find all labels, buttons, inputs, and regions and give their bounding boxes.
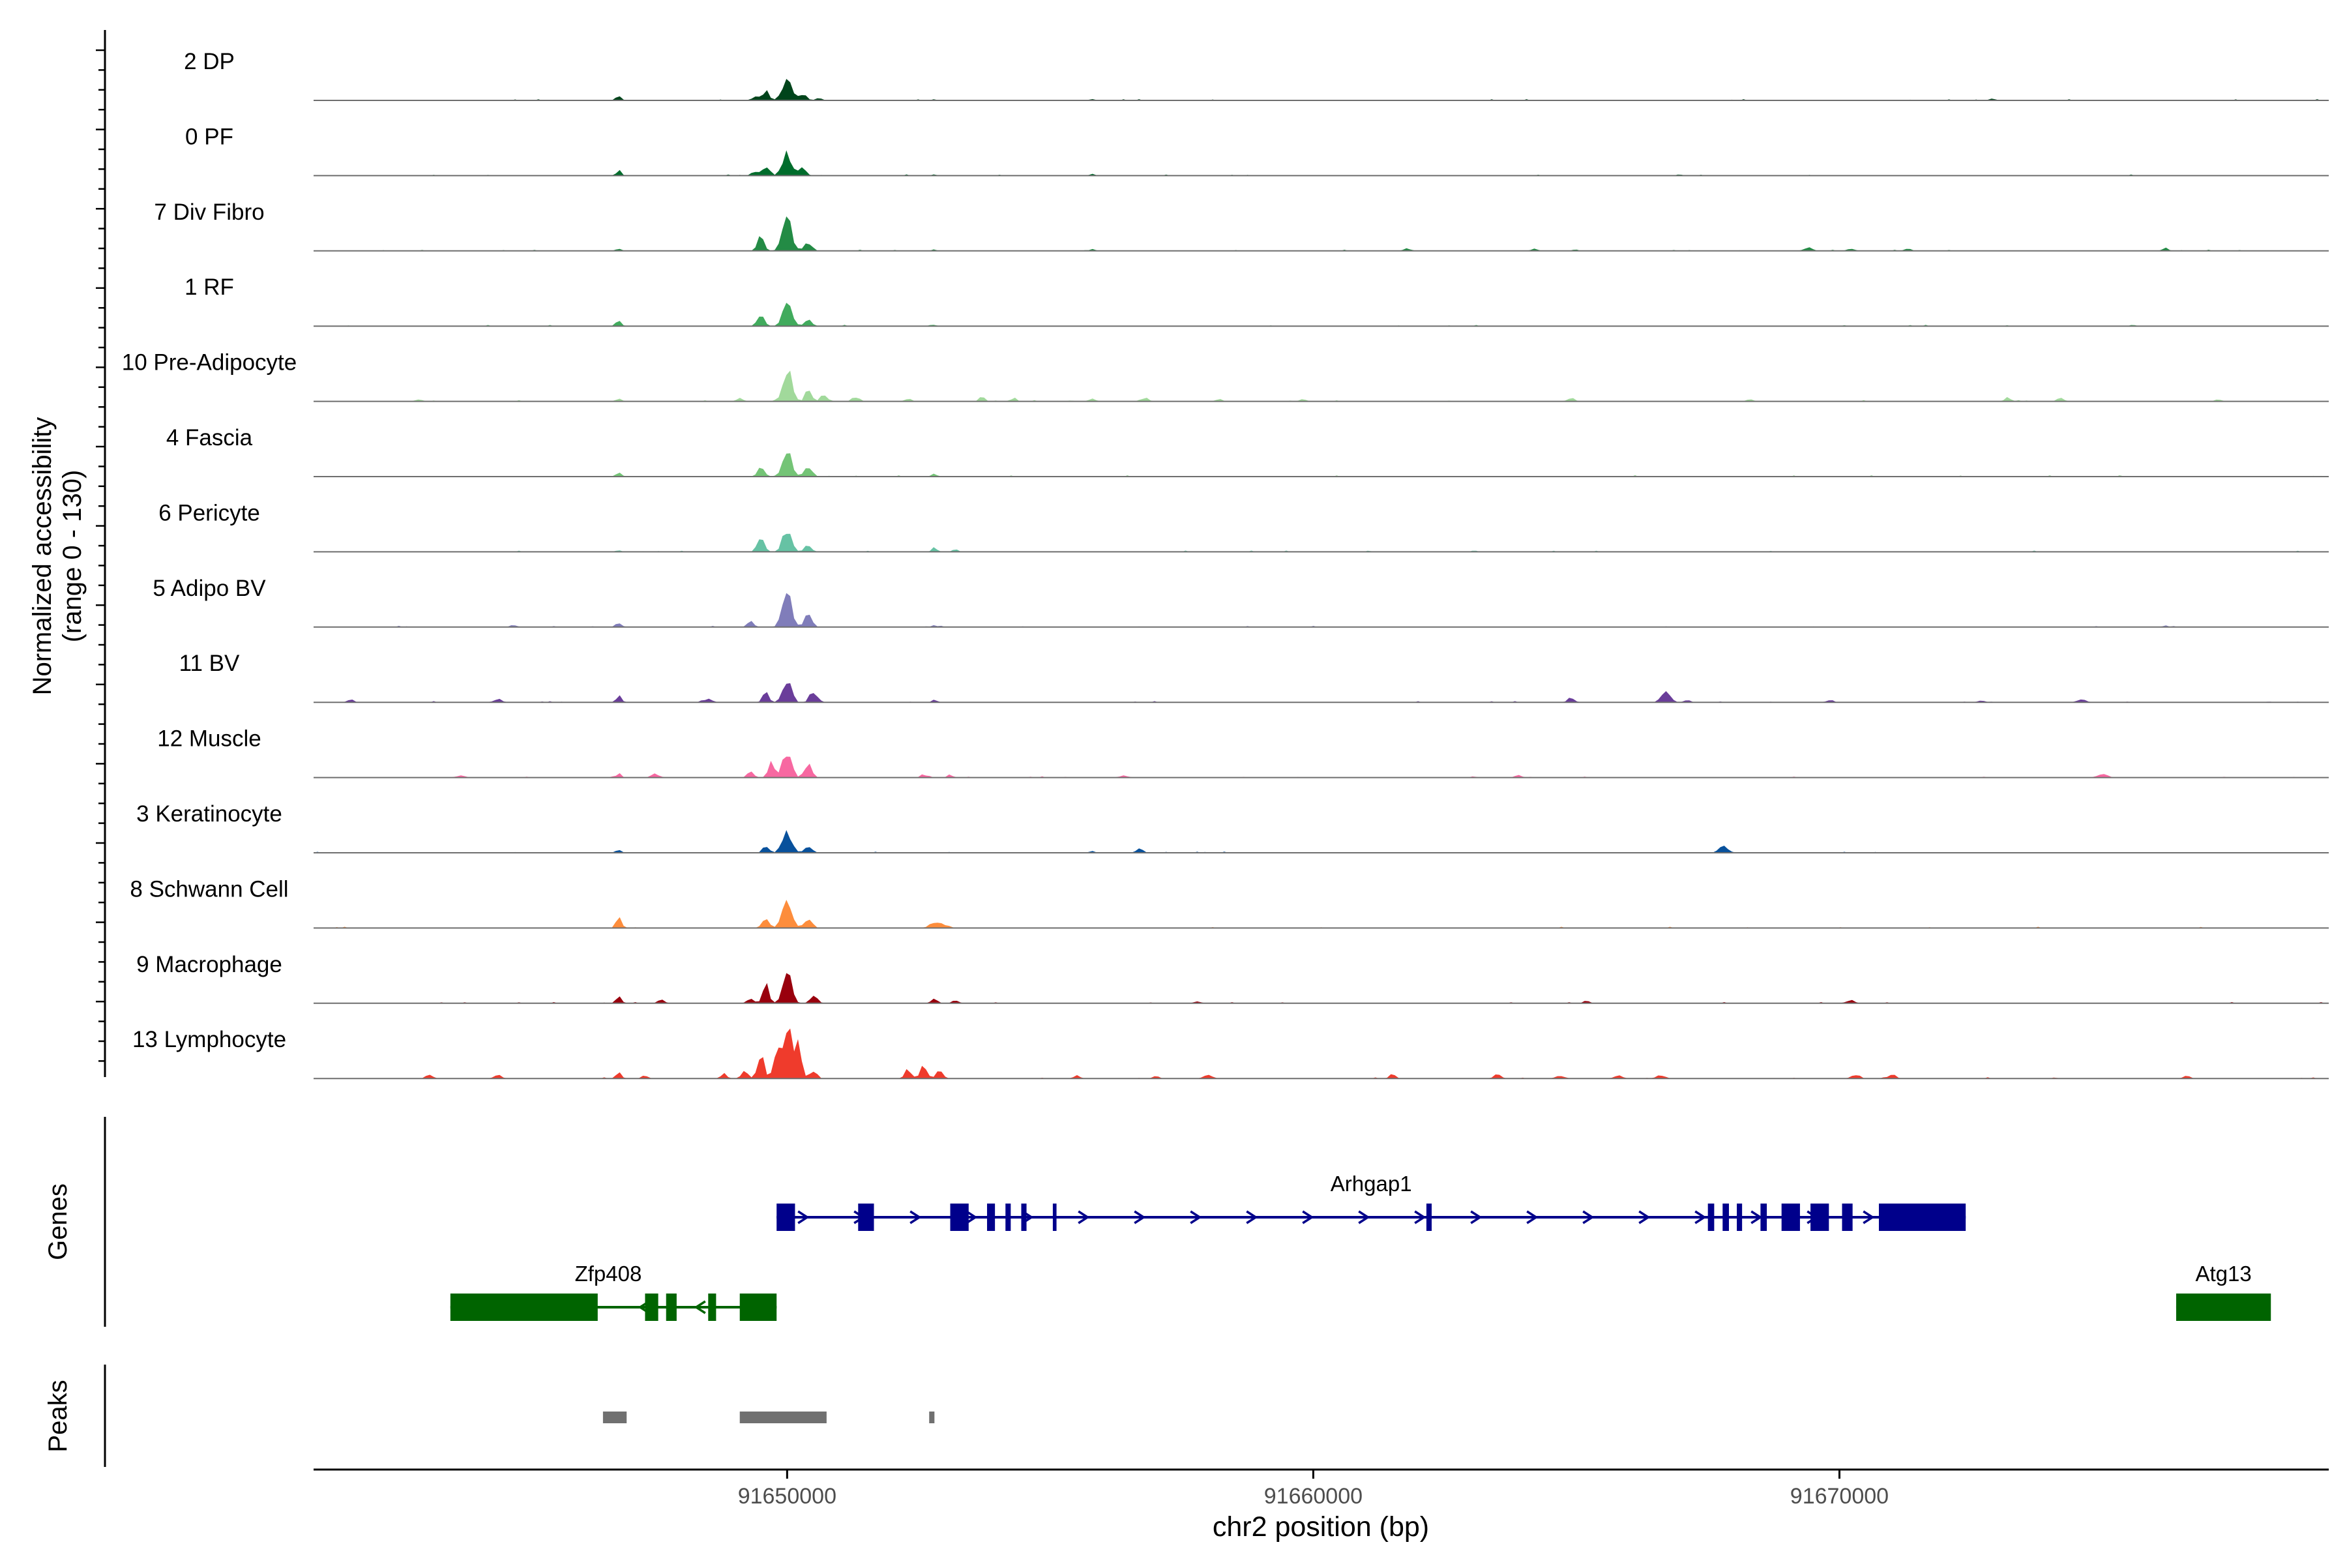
strand-arrow	[1078, 1210, 1090, 1224]
y-axis-label: Normalized accessibility (range 0 - 130)	[28, 417, 87, 696]
gene-exon	[950, 1204, 969, 1231]
strand-arrow	[1302, 1210, 1314, 1224]
gene-label: Arhgap1	[1331, 1172, 1412, 1196]
strand-arrow	[1190, 1210, 1202, 1224]
gene-exon	[739, 1294, 777, 1321]
strand-arrow	[1750, 1210, 1763, 1224]
gene-exon	[1426, 1204, 1432, 1231]
gene-exon	[645, 1294, 658, 1321]
strand-arrow	[1638, 1210, 1651, 1224]
track-label: 1 RF	[185, 274, 234, 300]
gene-arhgap1: Arhgap1	[776, 1172, 1966, 1231]
strand-arrow	[797, 1210, 810, 1224]
peak-region	[929, 1412, 935, 1423]
gene-exon	[450, 1294, 598, 1321]
peak-region	[602, 1412, 627, 1423]
track-label: 3 Keratinocyte	[136, 801, 282, 827]
track-label: 9 Macrophage	[136, 952, 282, 977]
track-10-pre-adipocyte: 10 Pre-Adipocyte	[122, 350, 2329, 402]
strand-arrow	[1694, 1210, 1707, 1224]
track-1-rf: 1 RF	[185, 274, 2329, 327]
track-label: 4 Fascia	[166, 425, 253, 451]
coverage-y-ticks	[96, 49, 105, 1062]
track-6-pericyte: 6 Pericyte	[158, 500, 2329, 553]
strand-arrow	[1134, 1210, 1146, 1224]
gene-exon	[1810, 1204, 1829, 1231]
gene-exon	[666, 1294, 677, 1321]
gene-label: Atg13	[2195, 1262, 2251, 1286]
x-tick-label: 91650000	[738, 1484, 836, 1509]
gene-label: Zfp408	[575, 1262, 642, 1286]
track-12-muscle: 12 Muscle	[157, 726, 2329, 778]
gene-zfp408: Zfp408	[450, 1262, 777, 1321]
gene-exon	[1722, 1204, 1729, 1231]
gene-exon	[1781, 1204, 1800, 1231]
track-8-schwann-cell: 8 Schwann Cell	[130, 876, 2329, 929]
gene-exon	[1878, 1204, 1966, 1231]
y-axis-label-line2: (range 0 - 130)	[58, 470, 87, 643]
strand-arrow	[694, 1300, 706, 1314]
gene-exon	[776, 1204, 795, 1231]
x-tick-label: 91670000	[1790, 1484, 1889, 1509]
strand-arrow	[1414, 1210, 1426, 1224]
track-label: 7 Div Fibro	[154, 200, 264, 225]
strand-arrow	[909, 1210, 922, 1224]
strand-arrow	[1358, 1210, 1370, 1224]
track-label: 2 DP	[184, 49, 235, 74]
track-9-macrophage: 9 Macrophage	[136, 952, 2329, 1004]
strand-arrow	[1863, 1210, 1875, 1224]
gene-exon	[708, 1294, 716, 1321]
coverage-tracks: 2 DP 0 PF 7 Div Fibro 1 RF 10 Pre-Adipocyte 4…	[122, 49, 2329, 1080]
track-label: 0 PF	[185, 124, 233, 149]
gene-exon	[2176, 1294, 2271, 1321]
track-11-bv: 11 BV	[179, 651, 2329, 703]
track-3-keratinocyte: 3 Keratinocyte	[136, 801, 2329, 853]
track-label: 10 Pre-Adipocyte	[122, 350, 297, 376]
track-label: 8 Schwann Cell	[130, 876, 288, 902]
track-13-lymphocyte: 13 Lymphocyte	[132, 1027, 2329, 1080]
gene-exon	[1707, 1204, 1715, 1231]
track-5-adipo-bv: 5 Adipo BV	[153, 576, 2329, 628]
gene-exon	[1005, 1204, 1011, 1231]
strand-arrow	[1246, 1210, 1258, 1224]
genes-panel-label: Genes	[44, 1183, 72, 1260]
track-label: 11 BV	[179, 651, 240, 676]
gene-exon	[858, 1204, 874, 1231]
track-label: 5 Adipo BV	[153, 576, 266, 601]
track-7-div-fibro: 7 Div Fibro	[154, 200, 2329, 252]
y-axis-label-line1: Normalized accessibility	[28, 417, 57, 696]
x-axis-title: chr2 position (bp)	[1213, 1511, 1429, 1543]
strand-arrow	[1526, 1210, 1539, 1224]
gene-exon	[1052, 1204, 1057, 1231]
peaks-panel-label: Peaks	[44, 1380, 72, 1452]
gene-exon	[1842, 1204, 1853, 1231]
peak-regions	[602, 1412, 935, 1423]
gene-exon	[1021, 1204, 1027, 1231]
x-axis-ticks: 91650000 91660000 91670000	[738, 1470, 1889, 1509]
track-label: 13 Lymphocyte	[132, 1027, 286, 1052]
track-0-pf: 0 PF	[185, 124, 2329, 177]
gene-exon	[1760, 1204, 1767, 1231]
track-2-dp: 2 DP	[184, 49, 2329, 101]
gene-atg13: Atg13	[2176, 1262, 2271, 1321]
strand-arrow	[966, 1210, 978, 1224]
gene-annotations: Arhgap1 Zfp408 Atg13	[450, 1172, 2271, 1321]
peak-region	[739, 1412, 827, 1423]
x-tick-label: 91660000	[1264, 1484, 1363, 1509]
coverage-area	[314, 683, 2329, 703]
gene-exon	[1737, 1204, 1743, 1231]
strand-arrow	[1582, 1210, 1595, 1224]
track-label: 12 Muscle	[157, 726, 261, 752]
track-label: 6 Pericyte	[158, 500, 260, 525]
strand-arrow	[1470, 1210, 1483, 1224]
gene-exon	[987, 1204, 996, 1231]
track-4-fascia: 4 Fascia	[166, 425, 2329, 477]
